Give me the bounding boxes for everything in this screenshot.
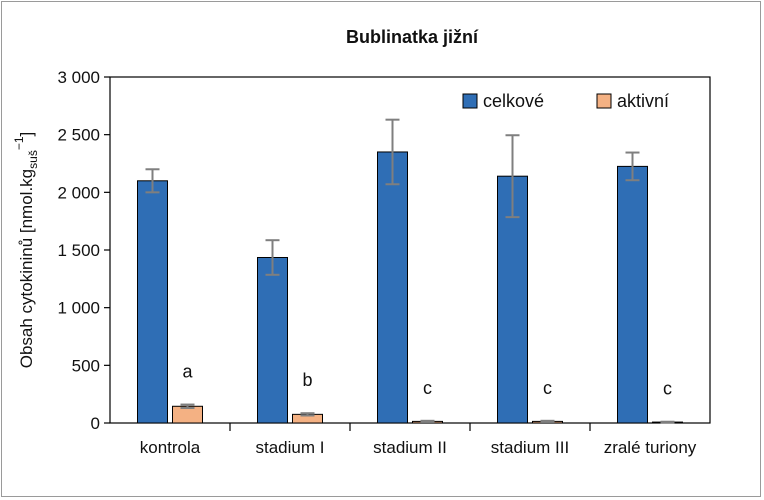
y-tick-label: 0	[91, 414, 100, 433]
bar-celkove	[617, 165, 648, 424]
significance-label: c	[423, 378, 432, 398]
legend-label: aktivní	[617, 91, 669, 111]
x-tick-label: kontrola	[140, 438, 201, 457]
y-axis-label-sup: −1	[12, 136, 26, 150]
significance-label: a	[182, 362, 193, 382]
y-tick-label: 1 500	[57, 241, 100, 260]
y-tick-label: 3 000	[57, 68, 100, 87]
y-axis-label-end: ]	[17, 132, 36, 137]
bar-celkove	[137, 180, 168, 424]
legend: celkové aktivní	[462, 91, 669, 111]
x-tick-label: stadium I	[256, 438, 325, 457]
legend-swatch	[596, 93, 612, 109]
y-axis-label-sub: suš	[26, 150, 40, 169]
y-tick-label: 500	[72, 356, 100, 375]
y-tick-label: 2 500	[57, 126, 100, 145]
y-tick-label: 1 000	[57, 299, 100, 318]
significance-label: c	[543, 378, 552, 398]
axes: 0 500 1 000 1 500 2 000 2 500 3 000 kontrola sta…	[57, 68, 711, 457]
y-axis-label: Obsah cytokininů [nmol.kgsuš−1]	[12, 132, 40, 369]
y-axis-label-main: Obsah cytokininů [nmol.kg	[17, 169, 36, 368]
svg-text:Obsah cytokininů [nmol.kgsuš−1: Obsah cytokininů [nmol.kgsuš−1]	[12, 132, 40, 369]
significance-label: b	[302, 370, 312, 390]
bar-celkove	[377, 151, 408, 424]
x-tick-label: stadium III	[491, 438, 569, 457]
bar-celkove	[257, 256, 288, 424]
significance-label: c	[663, 379, 672, 399]
chart-title: Bublinatka jižní	[346, 27, 479, 47]
legend-label: celkové	[483, 91, 544, 111]
x-tick-label: zralé turiony	[604, 438, 697, 457]
legend-swatch	[462, 93, 478, 109]
x-tick-label: stadium II	[373, 438, 447, 457]
y-tick-label: 2 000	[57, 183, 100, 202]
